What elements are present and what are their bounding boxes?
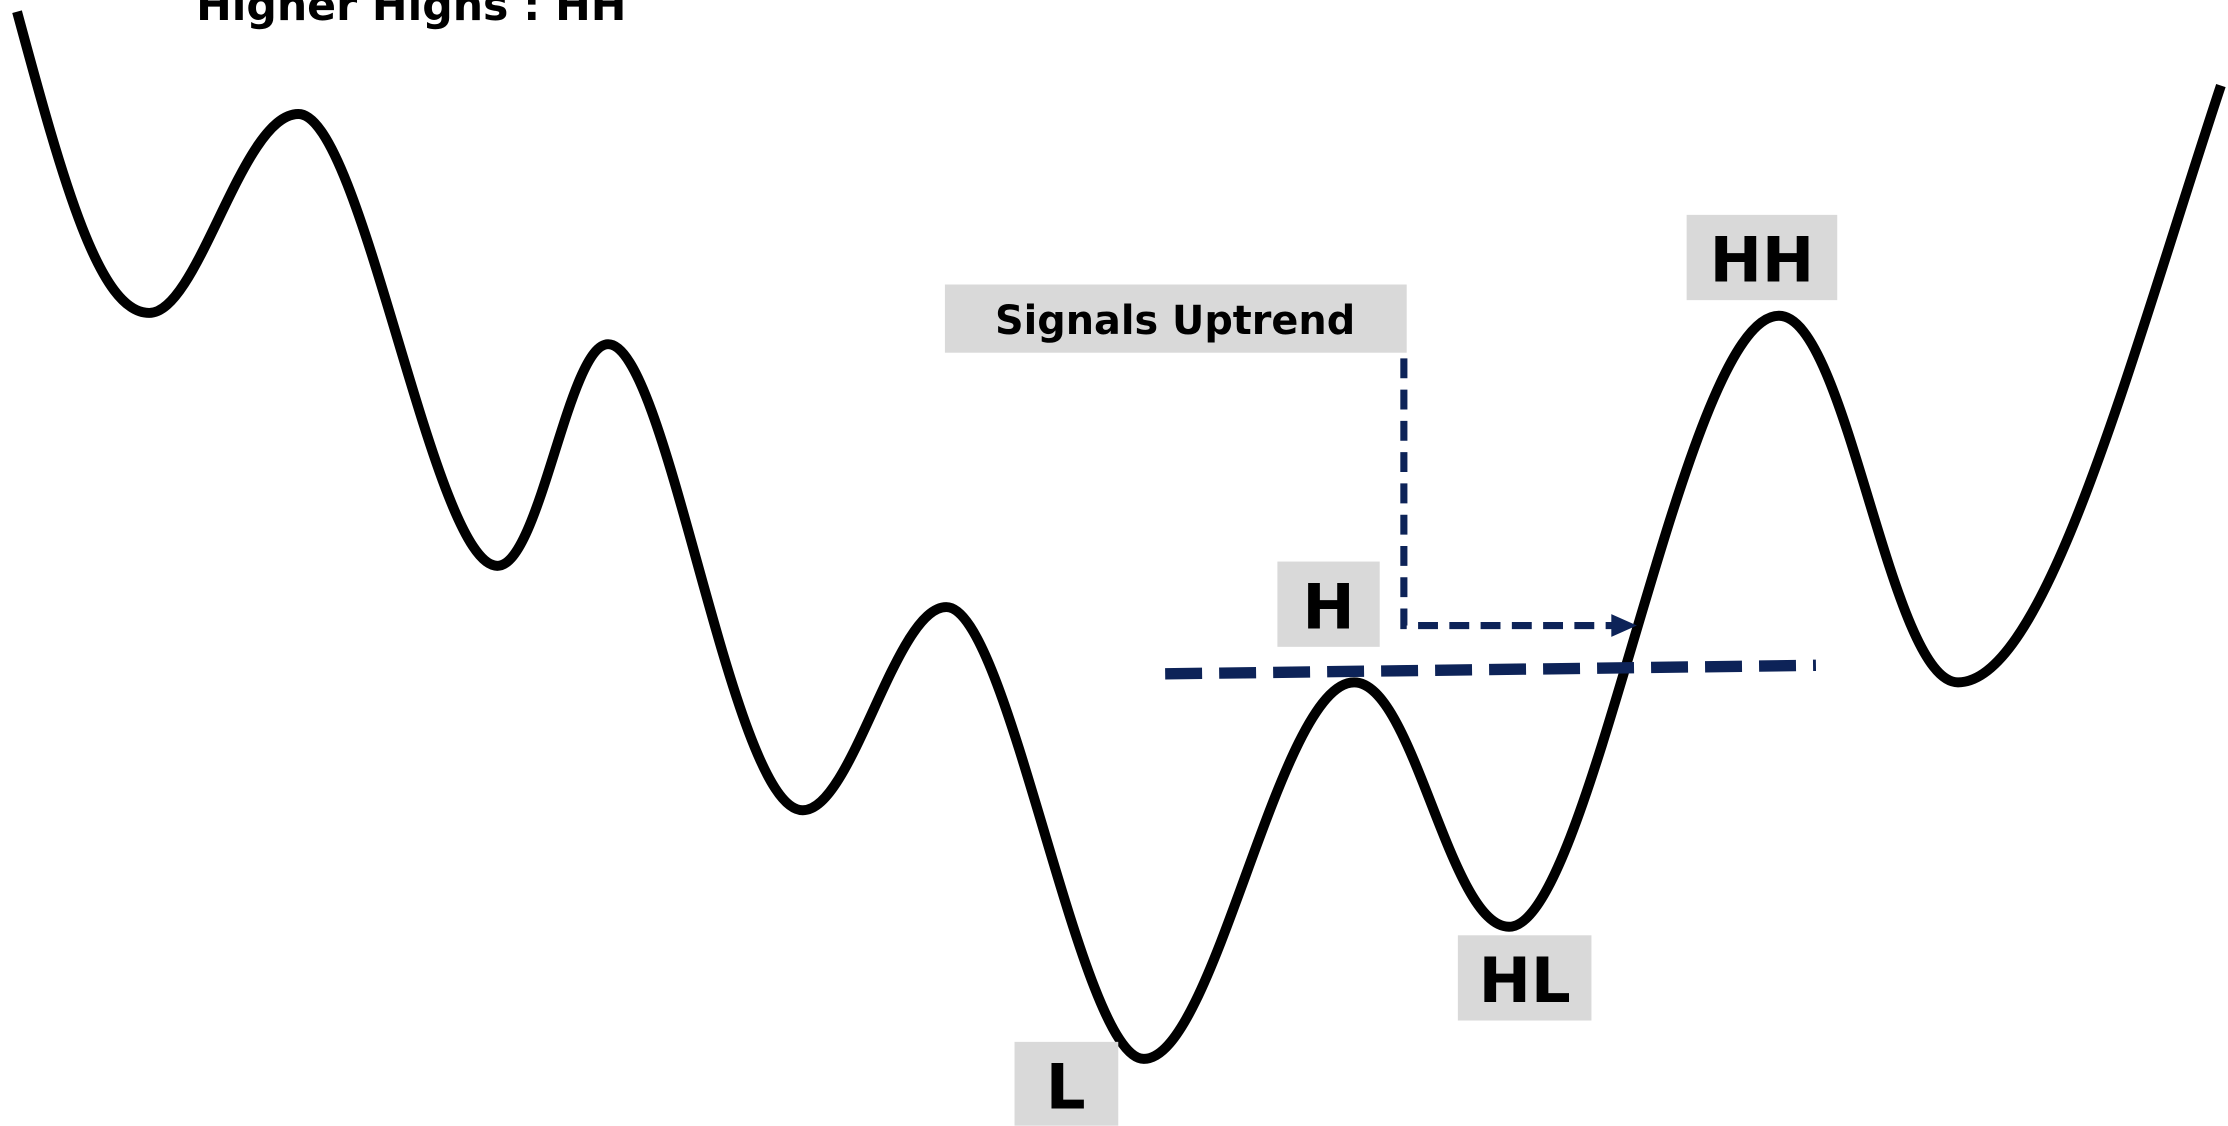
- hl-box: [1457, 935, 1592, 1021]
- breakout-level: [1165, 659, 1817, 680]
- hh-box: [1686, 214, 1838, 301]
- signal-connector: [1400, 358, 1618, 630]
- h-box: [1277, 561, 1380, 647]
- hl-label: HL: [1479, 944, 1571, 1017]
- h-label: H: [1302, 570, 1354, 643]
- arrowhead: [1611, 614, 1637, 637]
- l-box: [1014, 1041, 1119, 1126]
- hh-label: HH: [1710, 224, 1815, 297]
- annotation: Signals Uptrend: [995, 298, 1355, 344]
- annotation-box: [944, 284, 1407, 353]
- l-label: L: [1046, 1051, 1086, 1124]
- price-curve: [12, 10, 2226, 1064]
- title: Higher Highs : HH: [196, 0, 626, 31]
